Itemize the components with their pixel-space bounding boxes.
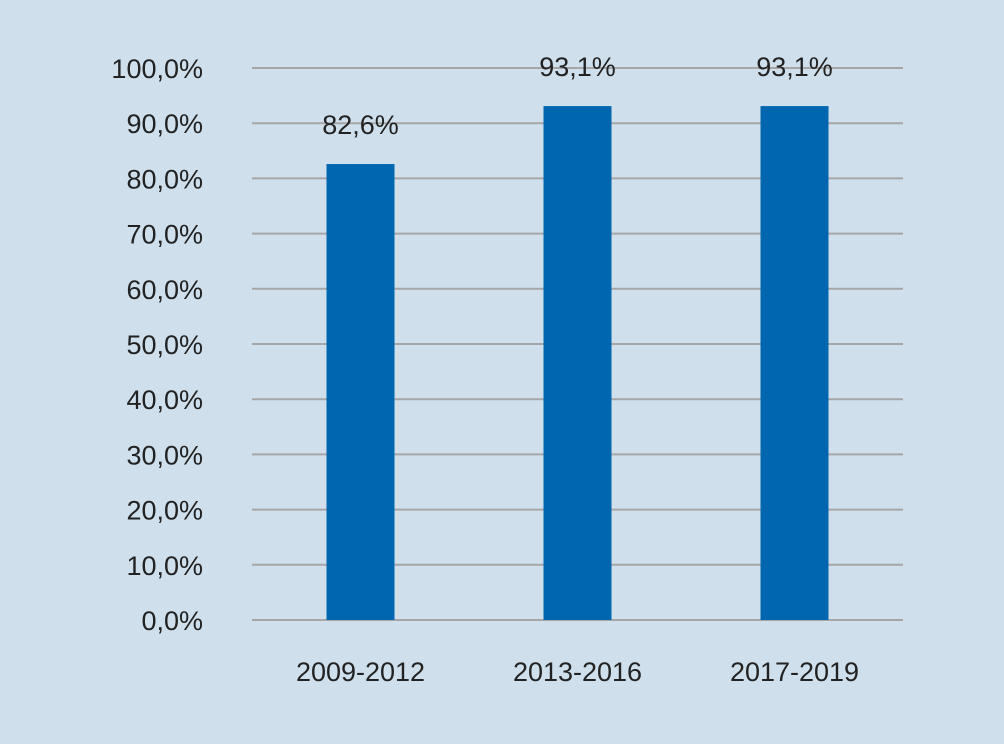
y-tick-label: 60,0%: [126, 275, 203, 305]
bars: [326, 106, 829, 620]
y-tick-label: 90,0%: [126, 109, 203, 139]
y-tick-label: 30,0%: [126, 440, 203, 470]
y-tick-label: 40,0%: [126, 385, 203, 415]
y-axis-tick-labels: 0,0% 10,0% 20,0% 30,0% 40,0% 50,0% 60,0% 70,0% 8…: [111, 54, 203, 636]
x-category-label: 2013-2016: [513, 657, 642, 687]
y-tick-label: 80,0%: [126, 164, 203, 194]
y-tick-label: 20,0%: [126, 496, 203, 526]
data-labels: 82,6% 93,1% 93,1%: [322, 52, 833, 140]
x-category-label: 2009-2012: [296, 657, 425, 687]
x-category-label: 2017-2019: [730, 657, 859, 687]
bar: [543, 106, 612, 620]
x-axis-category-labels: 2009-2012 2013-2016 2017-2019: [296, 657, 859, 687]
y-tick-label: 70,0%: [126, 220, 203, 250]
data-label: 82,6%: [322, 110, 399, 140]
y-tick-label: 50,0%: [126, 330, 203, 360]
bar: [326, 164, 395, 620]
y-tick-label: 10,0%: [126, 551, 203, 581]
y-tick-label: 100,0%: [111, 54, 203, 84]
bar: [760, 106, 829, 620]
data-label: 93,1%: [539, 52, 616, 82]
y-tick-label: 0,0%: [141, 606, 203, 636]
data-label: 93,1%: [756, 52, 833, 82]
